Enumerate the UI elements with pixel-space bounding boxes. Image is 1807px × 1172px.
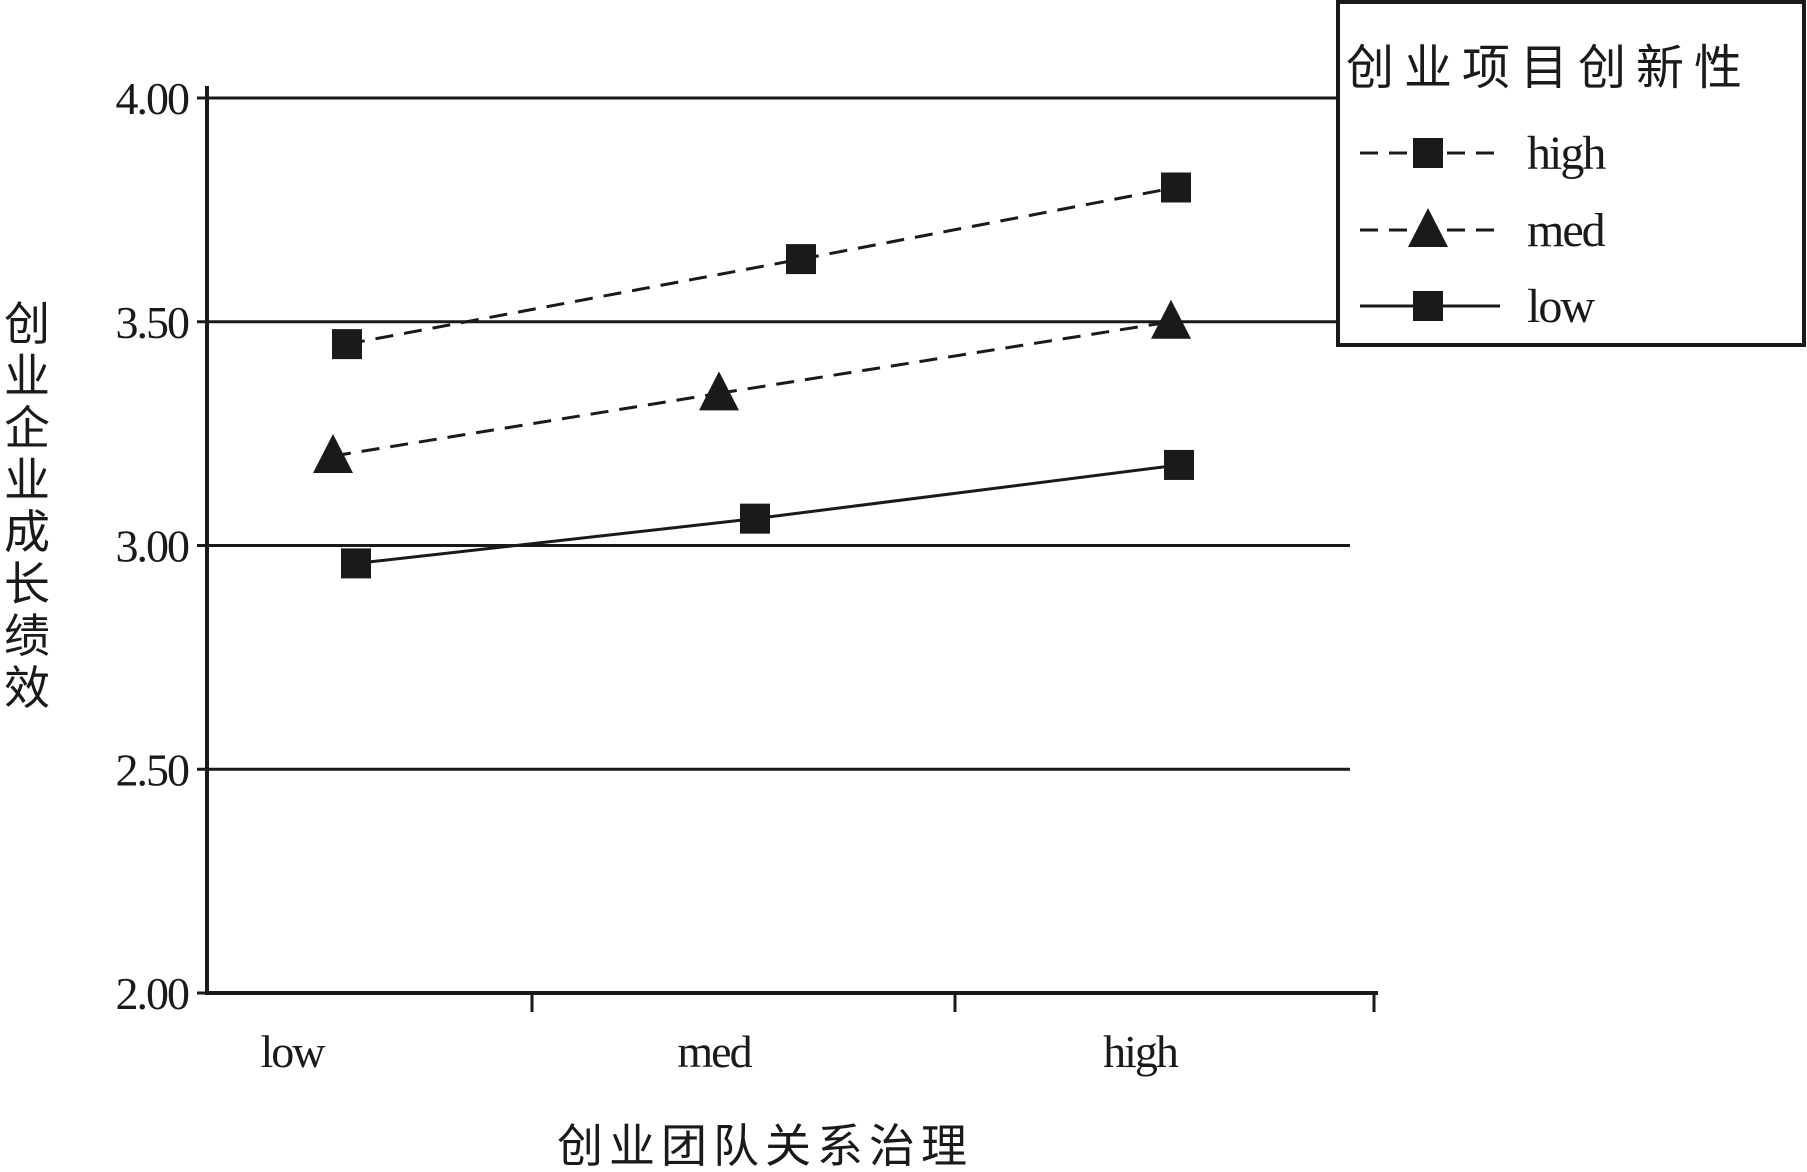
legend-item-low: low: [1360, 280, 1597, 333]
series-med: [313, 299, 1191, 473]
series-line-segment: [332, 391, 720, 458]
y-axis-title-char: 绩: [4, 609, 50, 663]
data-point-med: [313, 434, 353, 473]
y-tick-label: 2.50: [116, 744, 190, 795]
axes: [205, 86, 1378, 995]
legend-marker: [1413, 291, 1443, 321]
data-series: [313, 172, 1194, 579]
legend: 创业项目创新性 high med low: [1336, 0, 1806, 347]
y-axis-title-char: 长: [4, 557, 50, 611]
series-line-segment: [355, 517, 756, 565]
data-point-med: [1151, 299, 1191, 339]
x-tick-label: high: [1103, 1026, 1179, 1077]
y-axis-title-char: 业: [4, 349, 50, 403]
series-line-segment: [800, 186, 1177, 261]
x-tick-label: med: [677, 1026, 752, 1077]
data-point-low: [341, 548, 371, 579]
series-line-segment: [718, 320, 1172, 395]
y-axis-title-char: 业: [4, 453, 50, 507]
legend-box: [1336, 0, 1806, 347]
y-tick-label: 2.00: [116, 968, 190, 1019]
legend-title: 创业项目创新性: [1346, 40, 1752, 96]
data-point-low: [1164, 449, 1194, 480]
legend-marker: [1413, 138, 1443, 168]
y-axis-ticks: 2.00 2.50 3.00 3.50 4.00: [116, 73, 207, 1019]
series-line-segment: [346, 257, 802, 346]
x-axis-title: 创业团队关系治理: [557, 1119, 973, 1172]
data-point-high: [332, 329, 362, 360]
gridlines: [207, 96, 1350, 771]
legend-item-med: med: [1360, 204, 1608, 257]
y-axis-title-char: 创: [4, 297, 50, 351]
data-point-high: [786, 244, 816, 275]
series-high: [332, 172, 1191, 360]
data-point-med: [699, 371, 739, 411]
y-tick-label: 3.50: [116, 297, 190, 348]
legend-marker: [1408, 208, 1448, 247]
legend-item-high: high: [1360, 127, 1608, 180]
data-point-low: [740, 503, 770, 534]
y-axis-title-char: 效: [4, 661, 50, 715]
y-tick-label: 4.00: [116, 73, 190, 124]
data-point-high: [1161, 172, 1191, 203]
legend-label: high: [1527, 127, 1606, 180]
y-axis-title-char: 企: [4, 401, 50, 455]
x-tick-label: low: [261, 1026, 327, 1077]
x-axis-ticks: low med high: [261, 993, 1376, 1077]
legend-items: high med low: [1360, 127, 1608, 333]
legend-label: low: [1527, 280, 1595, 333]
series-line-segment: [754, 463, 1180, 521]
y-tick-label: 3.00: [116, 521, 190, 572]
series-low: [341, 449, 1194, 579]
legend-label: med: [1527, 204, 1606, 257]
y-axis-title-char: 成: [4, 505, 50, 559]
